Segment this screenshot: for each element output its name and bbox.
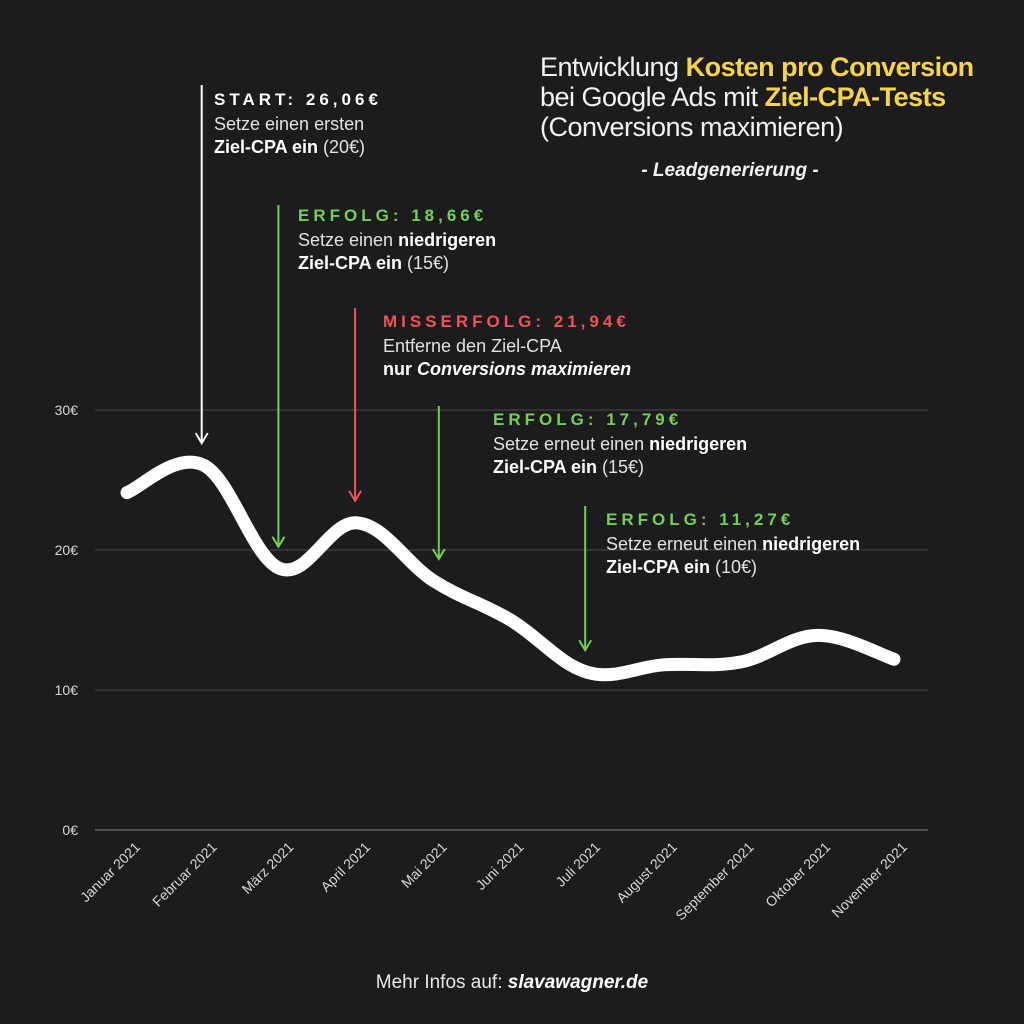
x-tick-label: Juli 2021 xyxy=(552,839,603,890)
series-line-cpa xyxy=(120,455,901,682)
annotation-erfolg-1-bold: niedrigeren xyxy=(398,230,497,250)
x-tick-label: Mai 2021 xyxy=(398,839,450,891)
annotation-arrows xyxy=(194,85,593,653)
y-tick-label: 10€ xyxy=(55,682,79,698)
x-tick-label: August 2021 xyxy=(613,839,680,906)
chart-title: Entwicklung Kosten pro Conversion bei Go… xyxy=(540,52,1000,142)
footer: Mehr Infos auf: slavawagner.de xyxy=(0,972,1024,994)
annotation-erfolg-2-bold2: Ziel-CPA ein xyxy=(493,457,598,477)
annotation-arrow-head xyxy=(578,639,593,653)
x-tick-label: November 2021 xyxy=(828,839,910,921)
annotation-start-line1: Setze einen ersten xyxy=(214,114,365,134)
annotation-erfolg-3-text: Setze erneut einen xyxy=(606,534,763,554)
title-line3: (Conversions maximieren) xyxy=(540,112,844,142)
annotation-arrow-head xyxy=(271,536,286,549)
y-tick-label: 30€ xyxy=(55,402,79,418)
x-tick-label: März 2021 xyxy=(238,839,296,897)
title-prefix: Entwicklung xyxy=(540,52,686,82)
annotation-erfolg-1-text: Setze einen xyxy=(298,230,399,250)
x-tick-label: Februar 2021 xyxy=(149,839,220,910)
footer-link[interactable]: slavawagner.de xyxy=(507,972,649,993)
annotation-arrow-head xyxy=(194,432,209,446)
chart-subtitle: - Leadgenerierung - xyxy=(641,160,819,181)
annotation-erfolg-1: ERFOLG: 18,66€ Setze einen niedrigeren Z… xyxy=(298,204,496,275)
annotation-start-rest: (20€) xyxy=(318,137,366,157)
y-tick-label: 0€ xyxy=(62,822,78,838)
annotation-erfolg-2-text: Setze erneut einen xyxy=(493,434,650,454)
annotation-erfolg-2-head: ERFOLG: 17,79€ xyxy=(493,410,683,429)
annotation-erfolg-1-head: ERFOLG: 18,66€ xyxy=(298,206,488,225)
annotation-misserfolg: MISSERFOLG: 21,94€ Entferne den Ziel-CPA… xyxy=(383,310,631,381)
x-tick-label: April 2021 xyxy=(317,839,373,895)
x-tick-label: Januar 2021 xyxy=(77,839,144,906)
x-axis-ticks: Januar 2021 Februar 2021 März 2021 April 20… xyxy=(77,839,911,924)
footer-prefix: Mehr Infos auf: xyxy=(375,972,508,993)
annotation-misserfolg-head: MISSERFOLG: 21,94€ xyxy=(383,312,630,331)
title-highlight-cost: Kosten pro Conversion xyxy=(685,52,975,82)
annotation-arrow-head xyxy=(431,548,446,561)
annotation-erfolg-1-bold2: Ziel-CPA ein xyxy=(298,253,403,273)
annotation-erfolg-2: ERFOLG: 17,79€ Setze erneut einen niedri… xyxy=(493,408,747,479)
annotation-misserfolg-bold: nur xyxy=(383,359,417,379)
annotation-misserfolg-italic: Conversions maximieren xyxy=(417,359,632,379)
annotation-erfolg-1-rest: (15€) xyxy=(402,253,450,273)
y-tick-label: 20€ xyxy=(55,542,79,558)
y-axis-ticks: 0€ 10€ 20€ 30€ xyxy=(55,402,79,838)
annotation-erfolg-3: ERFOLG: 11,27€ Setze erneut einen niedri… xyxy=(606,508,860,579)
annotation-erfolg-3-bold2: Ziel-CPA ein xyxy=(606,557,711,577)
annotation-misserfolg-line1: Entferne den Ziel-CPA xyxy=(383,336,562,356)
annotation-erfolg-2-bold: niedrigeren xyxy=(649,434,748,454)
title-highlight-tests: Ziel-CPA-Tests xyxy=(764,82,947,112)
annotation-erfolg-2-rest: (15€) xyxy=(597,457,645,477)
annotation-start-bold: Ziel-CPA ein xyxy=(214,137,319,157)
annotation-erfolg-3-head: ERFOLG: 11,27€ xyxy=(606,510,795,529)
annotation-arrow-head xyxy=(348,490,362,503)
annotation-erfolg-3-bold: niedrigeren xyxy=(762,534,861,554)
title-middle: bei Google Ads mit xyxy=(540,82,765,112)
annotation-start: START: 26,06€ Setze einen ersten Ziel-CP… xyxy=(214,88,382,159)
x-tick-label: September 2021 xyxy=(672,839,757,924)
x-tick-label: Oktober 2021 xyxy=(762,839,833,910)
x-tick-label: Juni 2021 xyxy=(472,839,526,893)
grid-lines xyxy=(95,409,928,831)
annotation-start-head: START: 26,06€ xyxy=(214,90,382,109)
annotation-erfolg-3-rest: (10€) xyxy=(710,557,758,577)
